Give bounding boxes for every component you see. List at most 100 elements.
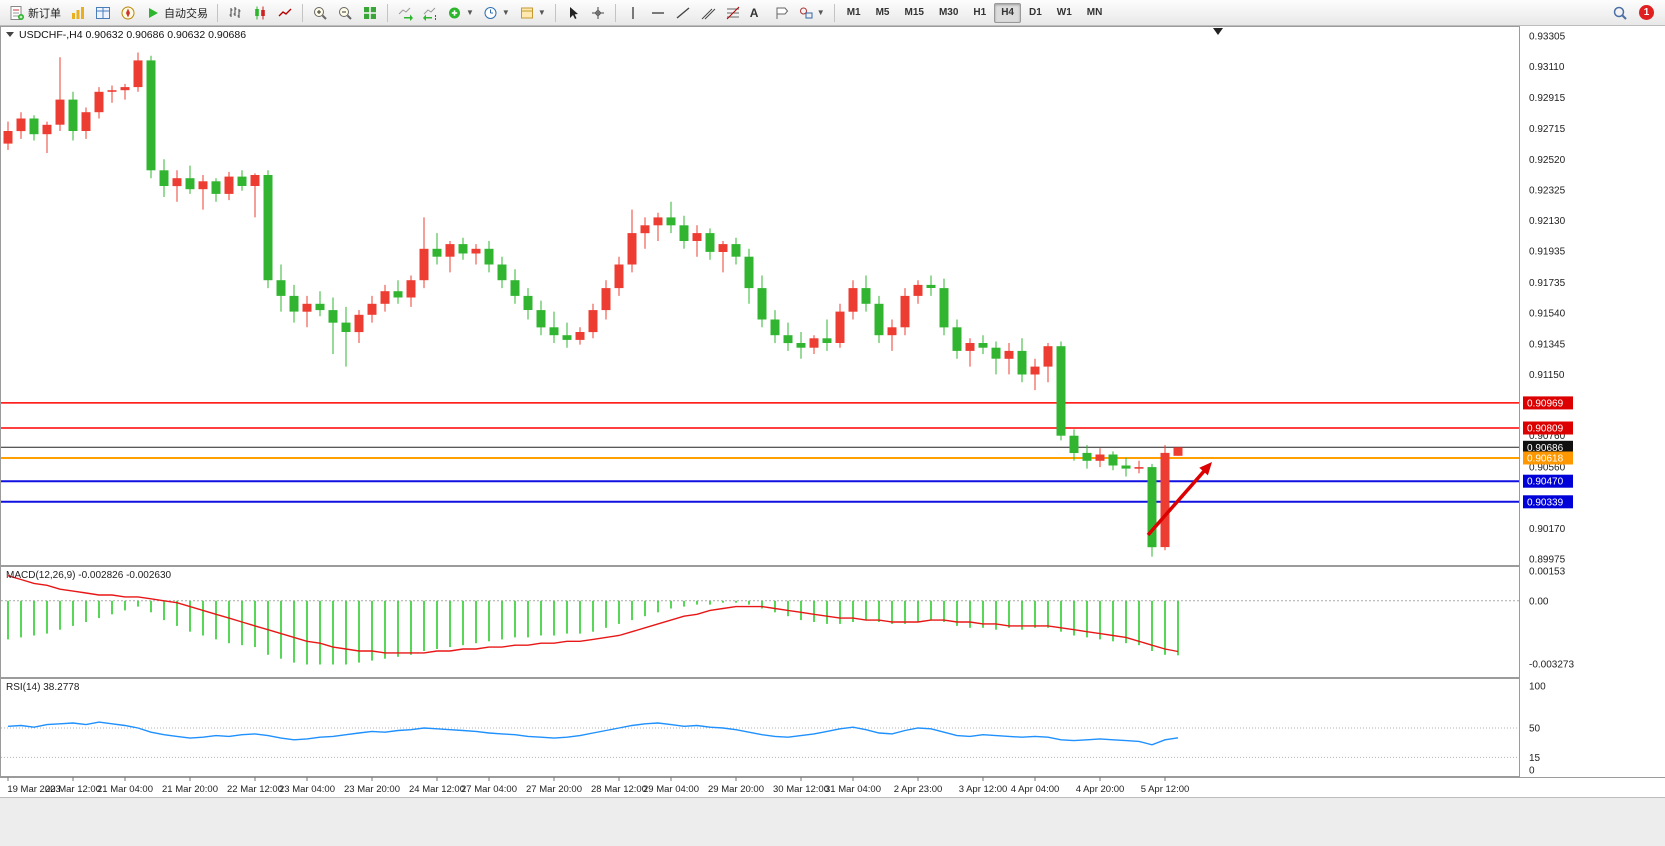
tile-windows-button[interactable] bbox=[358, 2, 382, 24]
templates-icon bbox=[520, 7, 533, 18]
line-chart-icon bbox=[278, 8, 292, 16]
svg-text:0.90170: 0.90170 bbox=[1529, 524, 1566, 535]
chart-shift-button[interactable] bbox=[418, 2, 442, 24]
crosshair-button[interactable] bbox=[586, 2, 610, 24]
market-watch-button[interactable] bbox=[66, 2, 90, 24]
vertical-line-icon bbox=[632, 6, 634, 19]
rsi-label: RSI(14) 38.2778 bbox=[6, 682, 80, 693]
svg-text:3 Apr 12:00: 3 Apr 12:00 bbox=[959, 784, 1008, 795]
auto-scroll-button[interactable] bbox=[393, 2, 417, 24]
svg-text:31 Mar 04:00: 31 Mar 04:00 bbox=[825, 784, 881, 795]
status-strip bbox=[0, 797, 1665, 846]
macd-panel[interactable]: MACD(12,26,9) -0.002826 -0.002630 0.00153… bbox=[0, 566, 1665, 678]
autotrading-play-icon bbox=[149, 7, 158, 18]
main-chart-panel[interactable]: USDCHF-,H4 0.90632 0.90686 0.90632 0.906… bbox=[0, 26, 1665, 566]
rsi-panel[interactable]: RSI(14) 38.2778 100 50 15 0 bbox=[0, 678, 1665, 777]
fibonacci-icon bbox=[726, 6, 740, 19]
toolbar-separator bbox=[302, 3, 303, 22]
svg-text:5 Apr 12:00: 5 Apr 12:00 bbox=[1141, 784, 1190, 795]
timeframe-mn[interactable]: MN bbox=[1080, 3, 1110, 23]
indicators-button[interactable]: ▼ bbox=[443, 2, 478, 24]
market-watch-icon bbox=[72, 6, 84, 19]
svg-text:27 Mar 20:00: 27 Mar 20:00 bbox=[526, 784, 582, 795]
svg-text:30 Mar 12:00: 30 Mar 12:00 bbox=[773, 784, 829, 795]
vertical-line-button[interactable] bbox=[621, 2, 645, 24]
rsi-line bbox=[7, 721, 1179, 746]
timeframe-w1[interactable]: W1 bbox=[1050, 3, 1079, 23]
svg-text:21 Mar 20:00: 21 Mar 20:00 bbox=[162, 784, 218, 795]
price-box: 0.90618 bbox=[1523, 451, 1573, 465]
timeframe-d1[interactable]: D1 bbox=[1022, 3, 1049, 23]
svg-text:23 Mar 04:00: 23 Mar 04:00 bbox=[279, 784, 335, 795]
chevron-down-icon: ▼ bbox=[466, 7, 474, 17]
toolbar-separator bbox=[833, 3, 835, 22]
timeframe-m5[interactable]: M5 bbox=[869, 3, 897, 23]
svg-text:0.92520: 0.92520 bbox=[1529, 155, 1566, 166]
search-icon bbox=[1613, 6, 1627, 20]
svg-text:0.90618: 0.90618 bbox=[1527, 454, 1564, 465]
horizontal-line-button[interactable] bbox=[646, 2, 670, 24]
svg-text:0.90809: 0.90809 bbox=[1527, 424, 1564, 435]
svg-text:0.90686: 0.90686 bbox=[1527, 443, 1564, 454]
navigator-compass-icon bbox=[121, 6, 135, 19]
crosshair-icon bbox=[591, 6, 604, 19]
zoom-in-button[interactable] bbox=[308, 2, 332, 24]
trendline-button[interactable] bbox=[671, 2, 695, 24]
data-window-button[interactable] bbox=[91, 2, 115, 24]
timeframe-h1[interactable]: H1 bbox=[966, 3, 993, 23]
svg-text:0.91345: 0.91345 bbox=[1529, 339, 1566, 350]
svg-text:27 Mar 04:00: 27 Mar 04:00 bbox=[461, 784, 517, 795]
bar-chart-button[interactable] bbox=[223, 2, 247, 24]
zoom-in-icon bbox=[314, 6, 327, 20]
trendline-icon bbox=[676, 6, 690, 19]
channel-icon bbox=[701, 8, 716, 19]
toolbar-separator bbox=[614, 3, 616, 22]
svg-text:0.91735: 0.91735 bbox=[1529, 278, 1566, 289]
chevron-down-icon: ▼ bbox=[537, 7, 546, 17]
svg-text:0.93110: 0.93110 bbox=[1529, 62, 1565, 73]
new-order-button[interactable]: 新订单 bbox=[5, 2, 65, 24]
svg-text:4 Apr 20:00: 4 Apr 20:00 bbox=[1076, 784, 1125, 795]
svg-text:0.92130: 0.92130 bbox=[1529, 216, 1566, 227]
toolbar-separator bbox=[387, 3, 388, 22]
zoom-out-button[interactable] bbox=[333, 2, 357, 24]
horizontal-line-icon bbox=[651, 11, 664, 14]
channel-button[interactable] bbox=[696, 2, 720, 24]
search-button[interactable] bbox=[1608, 2, 1632, 24]
svg-text:19 Mar 2023: 19 Mar 2023 bbox=[7, 784, 60, 795]
timeframe-m30[interactable]: M30 bbox=[932, 3, 965, 23]
shapes-button[interactable]: ▼ bbox=[794, 2, 829, 24]
autotrading-button[interactable]: 自动交易 bbox=[141, 2, 212, 24]
clock-icon bbox=[484, 6, 497, 19]
timeframe-m15[interactable]: M15 bbox=[898, 3, 931, 23]
svg-text:0.91150: 0.91150 bbox=[1529, 370, 1565, 381]
new-order-icon bbox=[10, 5, 24, 20]
svg-text:0.92915: 0.92915 bbox=[1529, 93, 1566, 104]
timeframe-h4[interactable]: H4 bbox=[994, 2, 1021, 23]
label-tool-button[interactable] bbox=[769, 2, 793, 24]
shapes-icon bbox=[799, 7, 813, 18]
svg-text:4 Apr 04:00: 4 Apr 04:00 bbox=[1011, 784, 1060, 795]
line-chart-button[interactable] bbox=[273, 2, 297, 24]
text-tool-button[interactable]: A bbox=[746, 2, 768, 24]
timeframe-m1[interactable]: M1 bbox=[840, 3, 868, 23]
data-window-icon bbox=[96, 6, 110, 19]
indicators-plus-icon bbox=[449, 7, 460, 18]
price-box: 0.90339 bbox=[1523, 495, 1573, 509]
navigator-button[interactable] bbox=[116, 2, 140, 24]
svg-text:29 Mar 04:00: 29 Mar 04:00 bbox=[643, 784, 699, 795]
cursor-button[interactable] bbox=[561, 2, 585, 24]
chart-title: USDCHF-,H4 0.90632 0.90686 0.90632 0.906… bbox=[19, 29, 246, 41]
templates-button[interactable]: ▼ bbox=[515, 2, 550, 24]
candlestick-chart-button[interactable] bbox=[248, 2, 272, 24]
svg-text:22 Mar 12:00: 22 Mar 12:00 bbox=[227, 784, 283, 795]
candles bbox=[3, 52, 1183, 557]
toolbar-separator bbox=[217, 3, 218, 22]
periods-button[interactable]: ▼ bbox=[479, 2, 514, 24]
chart-shift-icon bbox=[423, 7, 436, 21]
toolbar: 新订单 自动交易 ▼ ▼ ▼ A ▼ M1 M5 M15 M30 H1 H4 D… bbox=[0, 0, 1665, 26]
svg-text:23 Mar 20:00: 23 Mar 20:00 bbox=[344, 784, 400, 795]
fibonacci-button[interactable] bbox=[721, 2, 745, 24]
notification-badge[interactable]: 1 bbox=[1639, 5, 1654, 20]
